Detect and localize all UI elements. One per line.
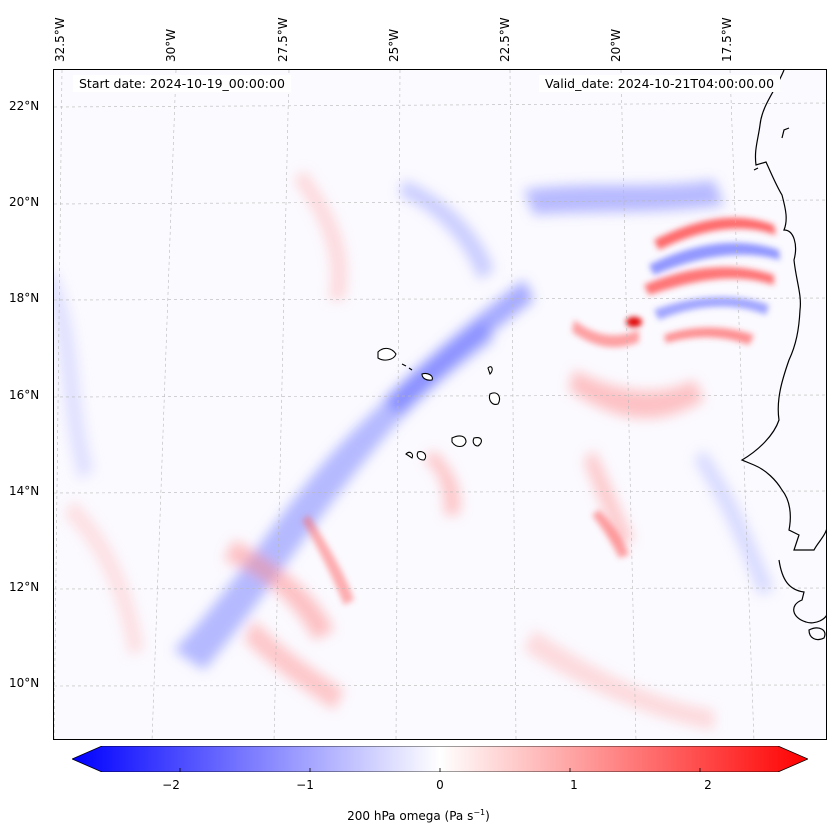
lat-tick-label: 18°N — [9, 291, 40, 305]
lon-tick-label: 20°W — [609, 28, 623, 62]
lat-tick-label: 10°N — [9, 676, 40, 690]
lat-tick-label: 12°N — [9, 580, 40, 594]
colorbar-gradient — [72, 746, 808, 772]
colorbar-tick-label: −2 — [162, 778, 180, 792]
colorbar-label-text: 200 hPa omega (Pa s — [347, 809, 474, 823]
field-blobs — [54, 170, 774, 730]
lon-tick-label: 17.5°W — [720, 17, 734, 62]
colorbar-tick-label: 0 — [436, 778, 444, 792]
omega-field-map — [54, 70, 826, 739]
lon-tick-label: 32.5°W — [53, 17, 67, 62]
colorbar-tick-label: 2 — [704, 778, 712, 792]
colorbar-label: 200 hPa omega (Pa s−1) — [0, 808, 837, 823]
lat-tick-label: 14°N — [9, 484, 40, 498]
colorbar-label-exponent: −1 — [473, 808, 486, 817]
coastline — [740, 70, 826, 641]
lat-tick-label: 20°N — [9, 195, 40, 209]
field-streaks — [302, 217, 780, 605]
start-date-label: Start date: 2024-10-19_00:00:00 — [73, 75, 291, 92]
colorbar-tick-label: 1 — [570, 778, 578, 792]
colorbar-label-end: ) — [485, 809, 490, 823]
lon-tick-label: 22.5°W — [498, 17, 512, 62]
graticule — [54, 70, 826, 739]
cape-verde-islands — [377, 347, 501, 461]
lon-tick-label: 30°W — [164, 28, 178, 62]
lat-tick-label: 22°N — [9, 99, 40, 113]
lon-tick-label: 25°W — [387, 28, 401, 62]
colorbar-tick-label: −1 — [296, 778, 314, 792]
colorbar — [72, 746, 808, 772]
valid-date-label: Valid_date: 2024-10-21T04:00:00.00 — [539, 75, 781, 92]
lat-tick-label: 16°N — [9, 388, 40, 402]
map-plot-area — [53, 69, 827, 740]
lon-tick-label: 27.5°W — [276, 17, 290, 62]
colorbar-tickmarks — [179, 768, 701, 772]
